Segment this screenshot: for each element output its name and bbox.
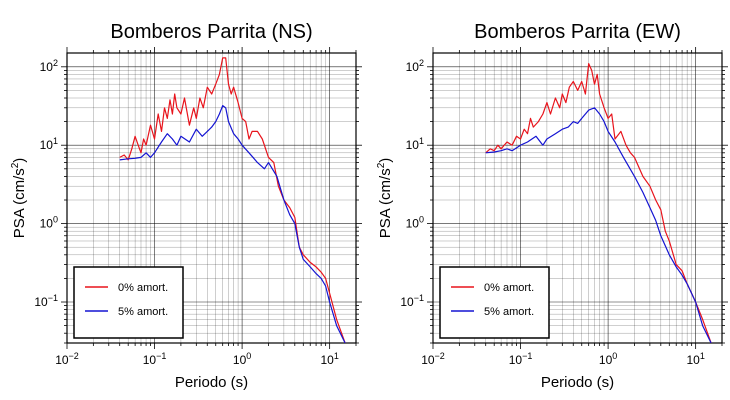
legend: 0% amort. 5% amort.: [439, 266, 550, 339]
series-line-undamped: [119, 57, 346, 343]
tick-exponent: 0: [612, 351, 617, 361]
y-tick-label: 102: [406, 58, 424, 74]
y-tick-label: 101: [406, 136, 424, 152]
tick-base: 10: [400, 295, 414, 309]
y-axis-label-tail: ): [11, 158, 28, 163]
legend-label: 5% amort.: [118, 306, 168, 318]
axis-ticks: [427, 47, 728, 349]
tick-base: 10: [34, 295, 48, 309]
tick-exponent: 0: [53, 215, 58, 225]
y-tick-label: 100: [40, 215, 58, 231]
y-tick-label: 10−1: [34, 293, 58, 309]
x-tick-label: 101: [320, 351, 338, 367]
tick-base: 10: [55, 353, 69, 367]
x-axis-label: Periodo (s): [175, 374, 248, 391]
y-axis-label-tail: ): [377, 158, 394, 163]
tick-base: 10: [406, 217, 420, 231]
tick-exponent: 1: [700, 351, 705, 361]
y-axis-label-main: PSA (cm/s: [11, 168, 28, 238]
y-axis-label: PSA (cm/s2): [376, 158, 394, 239]
y-axis-label-main: PSA (cm/s: [377, 168, 394, 238]
legend-label: 5% amort.: [484, 306, 534, 318]
y-axis-label-sup: 2: [10, 162, 21, 168]
legend: 0% amort. 5% amort.: [73, 266, 184, 339]
tick-base: 10: [421, 353, 435, 367]
x-axis-label: Periodo (s): [541, 374, 614, 391]
axis-ticks: [61, 47, 362, 349]
y-axis-label-sup: 2: [376, 162, 387, 168]
plot-frame: [432, 52, 723, 344]
tick-exponent: 0: [419, 215, 424, 225]
series-line-damped: [485, 107, 712, 343]
y-tick-label: 10−1: [400, 293, 424, 309]
y-tick-label: 102: [40, 58, 58, 74]
tick-exponent: −2: [435, 351, 445, 361]
tick-exponent: −1: [156, 351, 166, 361]
chart-title: Bomberos Parrita (NS): [110, 21, 312, 43]
tick-base: 10: [320, 353, 334, 367]
legend-box: [439, 266, 550, 339]
tick-base: 10: [143, 353, 157, 367]
x-tick-label: 100: [233, 351, 251, 367]
tick-exponent: 2: [53, 58, 58, 68]
x-tick-label: 10−2: [55, 351, 79, 367]
tick-base: 10: [406, 138, 420, 152]
tick-exponent: 1: [53, 136, 58, 146]
x-tick-label: 101: [686, 351, 704, 367]
y-axis-label: PSA (cm/s2): [10, 158, 28, 239]
tick-exponent: −2: [69, 351, 79, 361]
tick-base: 10: [40, 138, 54, 152]
series-line-damped: [119, 104, 346, 343]
tick-base: 10: [509, 353, 523, 367]
x-tick-label: 10−2: [421, 351, 445, 367]
series-line-undamped: [485, 62, 712, 343]
legend-label: 0% amort.: [118, 282, 168, 294]
x-tick-label: 10−1: [509, 351, 533, 367]
tick-base: 10: [406, 60, 420, 74]
legend-label: 0% amort.: [484, 282, 534, 294]
plot-frame: [66, 52, 357, 344]
legend-box: [73, 266, 184, 339]
tick-base: 10: [599, 353, 613, 367]
tick-exponent: 0: [246, 351, 251, 361]
tick-exponent: 1: [419, 136, 424, 146]
chart-title: Bomberos Parrita (EW): [474, 21, 681, 43]
tick-exponent: −1: [414, 293, 424, 303]
y-tick-label: 100: [406, 215, 424, 231]
x-tick-label: 10−1: [143, 351, 167, 367]
tick-exponent: 2: [419, 58, 424, 68]
tick-base: 10: [686, 353, 700, 367]
y-tick-label: 101: [40, 136, 58, 152]
tick-base: 10: [233, 353, 247, 367]
tick-exponent: −1: [48, 293, 58, 303]
tick-base: 10: [40, 60, 54, 74]
x-tick-label: 100: [599, 351, 617, 367]
tick-base: 10: [40, 217, 54, 231]
tick-exponent: 1: [334, 351, 339, 361]
tick-exponent: −1: [522, 351, 532, 361]
